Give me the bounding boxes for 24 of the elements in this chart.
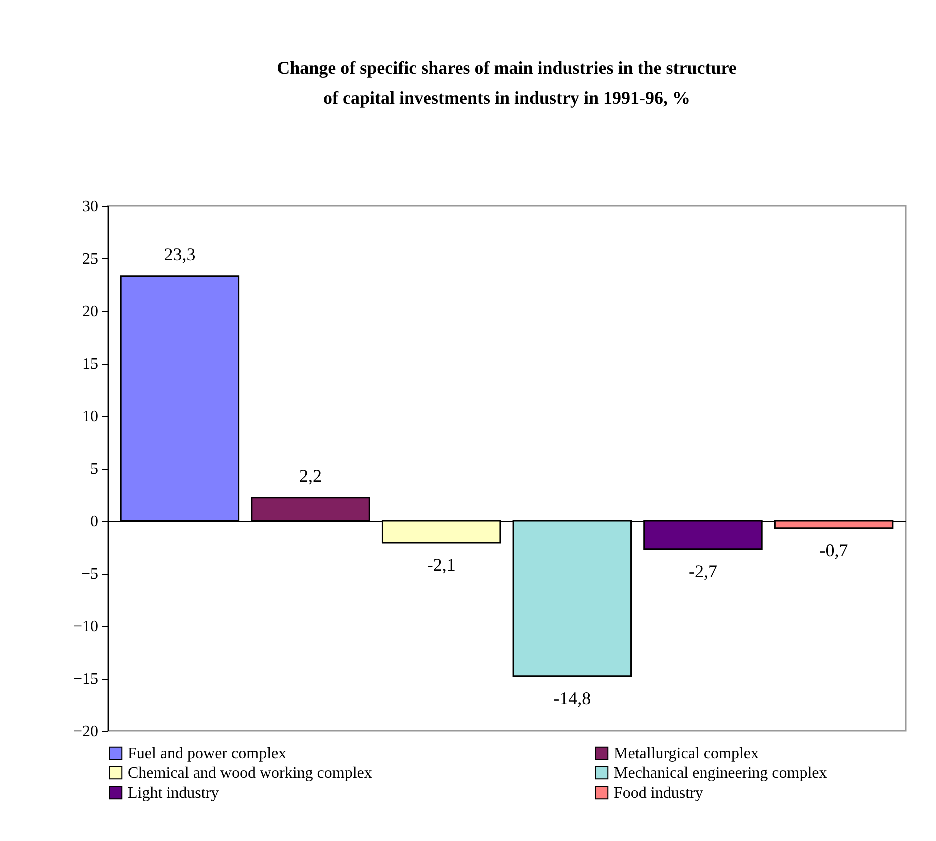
data-label: -2,7 xyxy=(688,561,718,582)
data-label: -14,8 xyxy=(554,688,592,708)
legend-label: Fuel and power complex xyxy=(128,745,287,762)
y-tick-label: 15 xyxy=(82,356,98,373)
data-label: -2,1 xyxy=(427,555,456,576)
y-tick-label: 30 xyxy=(82,198,98,216)
y-tick-label: −20 xyxy=(73,724,98,740)
legend-label: Light industry xyxy=(128,785,220,802)
data-label: -0,7 xyxy=(820,540,848,560)
y-tick-label: −10 xyxy=(73,618,98,636)
data-label: 2,2 xyxy=(300,466,322,486)
legend-label: Food industry xyxy=(614,785,704,802)
y-tick-label: −15 xyxy=(73,671,98,688)
y-tick-label: 20 xyxy=(82,304,98,320)
data-label: 23,3 xyxy=(164,244,196,264)
y-tick-label: 25 xyxy=(82,251,98,268)
y-tick-label: 5 xyxy=(90,461,98,478)
legend-label: Mechanical engineering complex xyxy=(614,765,828,782)
y-tick-label: −5 xyxy=(81,566,98,583)
y-tick-label: 0 xyxy=(90,514,98,530)
y-tick-label: 10 xyxy=(82,408,98,426)
chart-title: Change of specific shares of main industries in the structure of capital investments in industry in 1991-96, % xyxy=(277,58,737,108)
legend-label: Metallurgical complex xyxy=(614,745,759,762)
legend-label: Chemical and wood working complex xyxy=(128,765,372,782)
